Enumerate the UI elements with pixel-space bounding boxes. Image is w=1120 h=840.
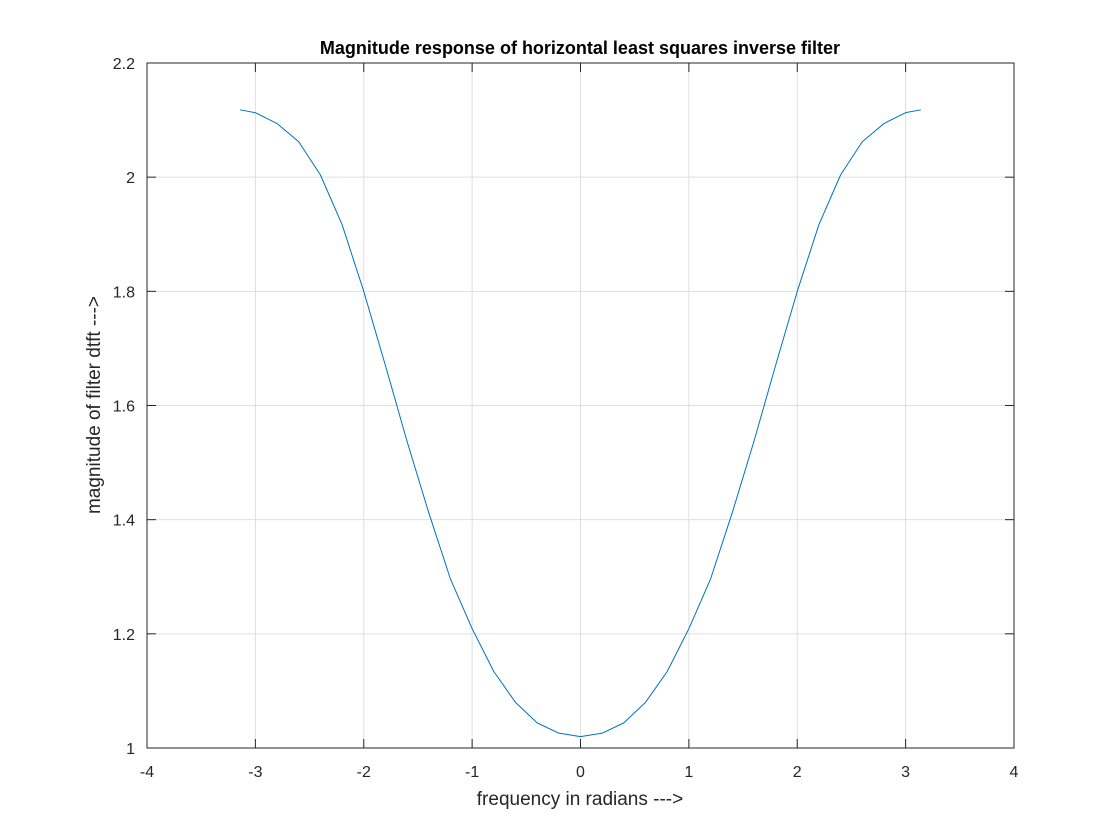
x-tick-label: 3 [901,764,910,781]
chart-title: Magnitude response of horizontal least s… [320,38,840,58]
y-tick-label: 1.6 [113,399,135,416]
y-tick-label: 1.4 [113,513,135,530]
y-tick-label: 1.8 [113,284,135,301]
data-series [239,109,922,738]
x-tick-label: 0 [576,764,585,781]
y-tick-labels: 1 1.2 1.4 1.6 1.8 2 2.2 [113,56,135,758]
x-tick-label: -1 [465,764,479,781]
x-tick-label: -4 [140,764,154,781]
x-tick-label: -2 [357,764,371,781]
x-tick-label: 4 [1010,764,1019,781]
x-tick-label: 1 [684,764,693,781]
y-tick-label: 2 [126,170,135,187]
series-line [239,109,922,738]
y-axis-label: magnitude of filter dtft ---> [84,296,105,514]
x-tick-labels: -4 -3 -2 -1 0 1 2 3 4 [140,764,1019,781]
x-tick-label: 2 [793,764,802,781]
x-axis-label: frequency in radians ---> [477,789,683,810]
x-tick-label: -3 [248,764,262,781]
grid [147,63,1014,748]
y-tick-label: 2.2 [113,56,135,73]
y-tick-label: 1.2 [113,627,135,644]
y-tick-label: 1 [126,741,135,758]
ticks [146,62,1015,749]
